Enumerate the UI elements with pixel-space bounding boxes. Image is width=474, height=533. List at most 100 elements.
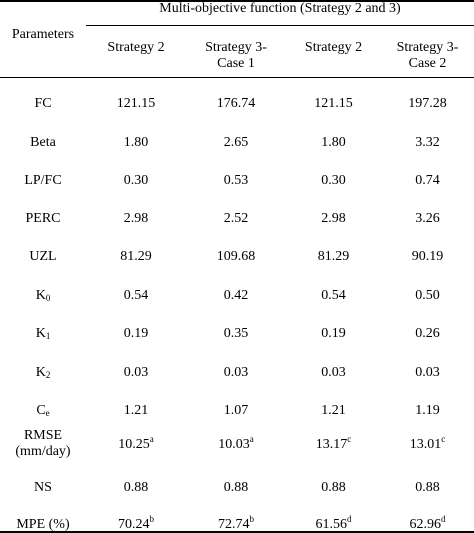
cell-value: 0.03: [223, 365, 249, 380]
parameter-subscript: 0: [45, 293, 51, 303]
cell-value: 1.80: [321, 135, 346, 150]
table-cell: 176.74: [186, 95, 286, 112]
row-parameter: NS: [0, 479, 86, 496]
cell-value: 1.21: [321, 403, 346, 418]
parameter-subscript: 2: [45, 370, 51, 380]
cell-value: 81.29: [317, 249, 350, 264]
table-cell: 0.88: [186, 479, 286, 496]
cell-footnote-mark: b: [249, 514, 255, 524]
row-parameter: PERC: [0, 210, 86, 227]
cell-value: 1.80: [123, 135, 149, 150]
cell-value: 61.56: [315, 517, 348, 532]
cell-value: 0.19: [123, 326, 149, 341]
table-cell: 1.21: [86, 402, 186, 419]
table-cell: 2.98: [86, 210, 186, 227]
table-cell: 121.15: [86, 95, 186, 112]
cell-value: 121.15: [116, 96, 156, 111]
table-cell: 0.03: [286, 364, 381, 381]
cell-value: 62.96: [409, 517, 442, 532]
parameter-name: UZL: [29, 249, 57, 264]
column-header-line1: Strategy 2: [107, 40, 165, 55]
cell-value: 0.88: [223, 480, 249, 495]
cell-value: 3.32: [415, 135, 440, 150]
cell-value: 0.54: [123, 288, 149, 303]
cell-value: 10.03: [218, 437, 250, 452]
table-cell: 0.54: [286, 287, 381, 304]
row-parameter: Ce: [0, 402, 86, 419]
row-parameter: K1: [0, 325, 86, 342]
table-cell: 109.68: [186, 248, 286, 265]
cell-value: 0.30: [123, 173, 149, 188]
cell-value: 121.15: [314, 96, 353, 111]
cell-value: 109.68: [216, 249, 256, 264]
column-header: Strategy 3- Case 2: [381, 40, 474, 72]
row-parameter: Beta: [0, 134, 86, 151]
column-header-line1: Strategy 3-: [205, 40, 267, 55]
parameter-name: PERC: [25, 211, 61, 226]
table-cell: 0.54: [86, 287, 186, 304]
cell-value: 0.03: [123, 365, 149, 380]
parameter-name: K: [35, 365, 46, 380]
parameter-name: Beta: [30, 135, 56, 150]
row-parameter: LP/FC: [0, 172, 86, 189]
table-cell: 13.01c: [381, 435, 474, 453]
table-cell: 90.19: [381, 248, 474, 265]
column-header-line1: Strategy 3-: [396, 40, 459, 55]
column-header-line1: Strategy 2: [304, 40, 363, 55]
parameter-name: K: [35, 326, 46, 341]
column-header: Strategy 2: [286, 40, 381, 56]
cell-footnote-mark: d: [441, 514, 446, 524]
column-header-line2: Case 2: [408, 56, 447, 71]
table-cell: 3.32: [381, 134, 474, 151]
table-cell: 0.35: [186, 325, 286, 342]
table-cell: 1.21: [286, 402, 381, 419]
cell-value: 13.17: [315, 437, 348, 452]
cell-value: 0.35: [223, 326, 249, 341]
parameter-name: LP/FC: [24, 173, 62, 188]
row-parameter: UZL: [0, 248, 86, 265]
parameter-name: RMSE: [23, 428, 63, 443]
cell-value: 0.50: [415, 288, 440, 303]
table-cell: 3.26: [381, 210, 474, 227]
table-cell: 0.88: [286, 479, 381, 496]
cell-value: 70.24: [118, 517, 150, 532]
cell-value: 0.88: [321, 480, 346, 495]
table-cell: 81.29: [286, 248, 381, 265]
cell-value: 0.30: [321, 173, 346, 188]
table-cell: 121.15: [286, 95, 381, 112]
cell-value: 0.03: [415, 365, 440, 380]
column-header: Strategy 3- Case 1: [186, 40, 286, 72]
table-cell: 81.29: [86, 248, 186, 265]
cell-value: 3.26: [415, 211, 440, 226]
table-cell: 0.74: [381, 172, 474, 189]
cell-footnote-mark: c: [347, 434, 352, 444]
cell-value: 1.19: [415, 403, 440, 418]
cell-value: 0.19: [321, 326, 346, 341]
row-parameter: RMSE (mm/day): [0, 428, 86, 460]
cell-value: 0.53: [223, 173, 249, 188]
table-cell: 0.88: [86, 479, 186, 496]
cell-value: 1.21: [123, 403, 149, 418]
cell-value: 2.98: [123, 211, 149, 226]
parameter-subscript: 1: [45, 331, 51, 341]
cell-value: 0.88: [123, 480, 149, 495]
parameter-name: NS: [34, 480, 52, 495]
table-cell: 0.42: [186, 287, 286, 304]
row-parameter: K0: [0, 287, 86, 304]
table-cell: 10.03a: [186, 435, 286, 453]
table-cell: 0.03: [86, 364, 186, 381]
table-cell: 0.30: [86, 172, 186, 189]
table-cell: 0.19: [86, 325, 186, 342]
table-cell: 0.26: [381, 325, 474, 342]
table-cell: 1.07: [186, 402, 286, 419]
cell-value: 2.98: [321, 211, 346, 226]
cell-value: 13.01: [409, 437, 442, 452]
table-cell: 70.24b: [86, 515, 186, 533]
table-cell: 2.65: [186, 134, 286, 151]
table-cell: 13.17c: [286, 434, 381, 453]
cell-footnote-mark: d: [347, 514, 352, 524]
column-header: Strategy 2: [86, 40, 186, 56]
cell-value: 197.28: [408, 96, 447, 111]
table-cell: 0.03: [381, 364, 474, 381]
table-cell: 0.19: [286, 325, 381, 342]
